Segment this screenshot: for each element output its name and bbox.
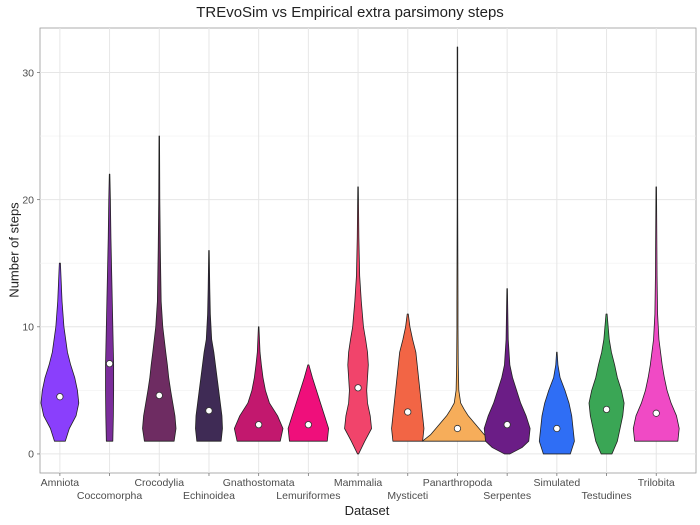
violins xyxy=(40,46,680,455)
x-tick-label: Mammalia xyxy=(334,477,383,489)
violin-mysticeti xyxy=(391,313,425,442)
x-tick-label: Gnathostomata xyxy=(223,477,295,489)
mean-point-mammalia xyxy=(354,384,362,392)
violin-lemuriformes xyxy=(287,364,330,442)
x-axis-ticks: AmniotaCoccomorphaCrocodyliaEchinoideaGn… xyxy=(41,473,675,502)
y-tick-label: 30 xyxy=(22,67,34,79)
mean-point-serpentes xyxy=(503,421,511,429)
x-tick-label: Testudines xyxy=(581,490,631,502)
violin-coccomorpha xyxy=(105,173,115,442)
y-tick-label: 0 xyxy=(28,449,34,461)
chart-title: TREvoSim vs Empirical extra parsimony st… xyxy=(196,4,504,21)
mean-point-trilobita xyxy=(652,409,660,417)
mean-point-crocodylia xyxy=(155,391,163,400)
violin-mammalia xyxy=(344,186,372,455)
y-tick-label: 20 xyxy=(22,194,34,206)
mean-point-echinoidea xyxy=(205,407,213,415)
mean-point-mysticeti xyxy=(404,408,412,416)
violin-echinoidea xyxy=(195,250,223,442)
violin-amniota xyxy=(40,262,80,442)
x-axis-title: Dataset xyxy=(344,503,390,518)
y-tick-label: 10 xyxy=(22,322,34,334)
mean-point-coccomorpha xyxy=(105,360,114,368)
y-axis-ticks: 0 10 20 30 xyxy=(22,67,40,461)
mean-point-gnathostomata xyxy=(255,421,263,429)
x-tick-label: Echinoidea xyxy=(183,490,235,502)
violin-trilobita xyxy=(632,186,680,442)
x-tick-label: Simulated xyxy=(533,477,580,489)
mean-point-testudines xyxy=(602,405,611,414)
x-tick-label: Crocodylia xyxy=(134,477,184,489)
violin-panarthropoda xyxy=(421,46,493,442)
violin-testudines xyxy=(588,313,625,455)
mean-point-lemuriformes xyxy=(304,421,312,429)
x-tick-label: Amniota xyxy=(41,477,80,489)
violin-gnathostomata xyxy=(233,326,284,442)
violin-crocodylia xyxy=(142,135,177,442)
mean-point-amniota xyxy=(56,393,64,401)
x-tick-label: Lemuriformes xyxy=(276,490,340,502)
mean-point-panarthropoda xyxy=(453,424,462,433)
x-tick-label: Panarthropoda xyxy=(423,477,493,489)
violin-serpentes xyxy=(483,288,531,455)
mean-point-simulated xyxy=(553,424,561,433)
x-tick-label: Coccomorpha xyxy=(77,490,143,502)
x-tick-label: Serpentes xyxy=(483,490,531,502)
x-tick-label: Mysticeti xyxy=(387,490,428,502)
violin-simulated xyxy=(538,351,575,455)
x-tick-label: Trilobita xyxy=(638,477,675,489)
